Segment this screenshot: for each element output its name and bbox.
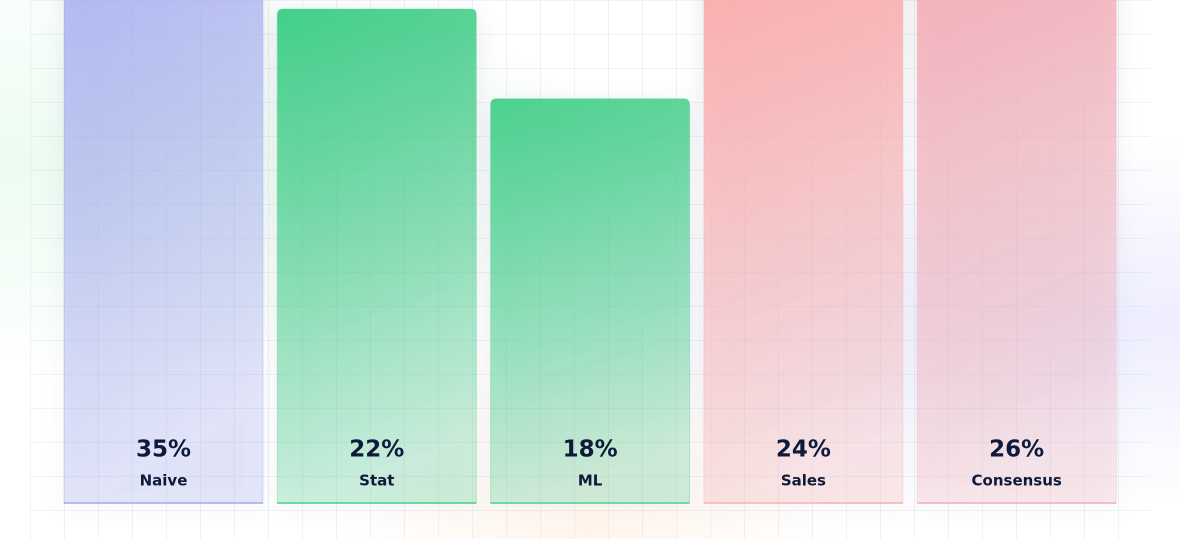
category-label: ML [578,472,603,490]
value-label: 22% [349,437,404,463]
value-label: 18% [563,437,618,463]
bar [916,0,1117,504]
bar [276,8,477,504]
category-label: Consensus [972,472,1062,490]
category-label: Stat [359,472,394,490]
bar [490,98,691,504]
bar [703,0,904,504]
value-label: 24% [776,437,831,463]
bar [63,0,264,504]
value-label: 26% [989,437,1044,463]
category-label: Sales [781,472,826,490]
value-label: 35% [136,437,191,463]
category-label: Naive [140,472,188,490]
